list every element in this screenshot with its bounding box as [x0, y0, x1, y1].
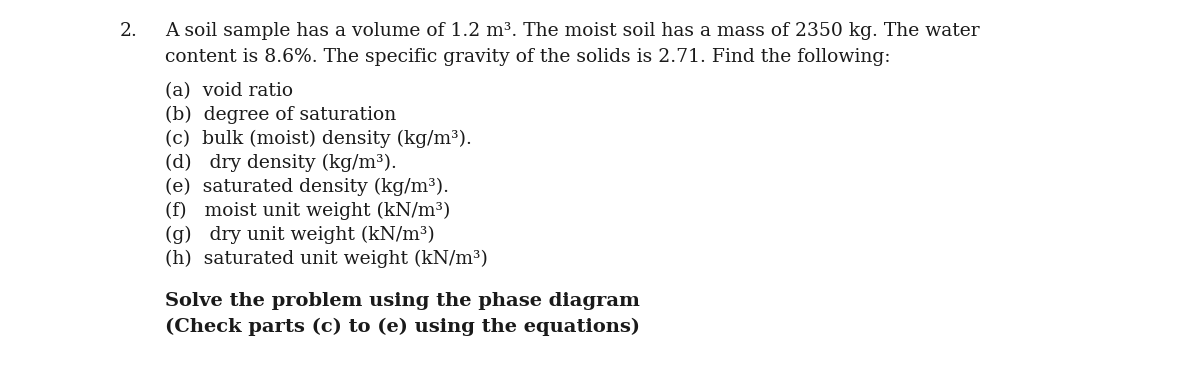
Text: A soil sample has a volume of 1.2 m³. The moist soil has a mass of 2350 kg. The : A soil sample has a volume of 1.2 m³. Th…: [166, 22, 979, 40]
Text: Solve the problem using the phase diagram: Solve the problem using the phase diagra…: [166, 292, 640, 310]
Text: (g)   dry unit weight (kN/m³): (g) dry unit weight (kN/m³): [166, 226, 434, 244]
Text: (d)   dry density (kg/m³).: (d) dry density (kg/m³).: [166, 154, 397, 172]
Text: (h)  saturated unit weight (kN/m³): (h) saturated unit weight (kN/m³): [166, 250, 488, 268]
Text: (Check parts (c) to (e) using the equations): (Check parts (c) to (e) using the equati…: [166, 318, 640, 336]
Text: (b)  degree of saturation: (b) degree of saturation: [166, 106, 396, 124]
Text: (f)   moist unit weight (kN/m³): (f) moist unit weight (kN/m³): [166, 202, 450, 220]
Text: content is 8.6%. The specific gravity of the solids is 2.71. Find the following:: content is 8.6%. The specific gravity of…: [166, 48, 890, 66]
Text: (a)  void ratio: (a) void ratio: [166, 82, 293, 100]
Text: (e)  saturated density (kg/m³).: (e) saturated density (kg/m³).: [166, 178, 449, 196]
Text: (c)  bulk (moist) density (kg/m³).: (c) bulk (moist) density (kg/m³).: [166, 130, 472, 148]
Text: 2.: 2.: [120, 22, 138, 40]
